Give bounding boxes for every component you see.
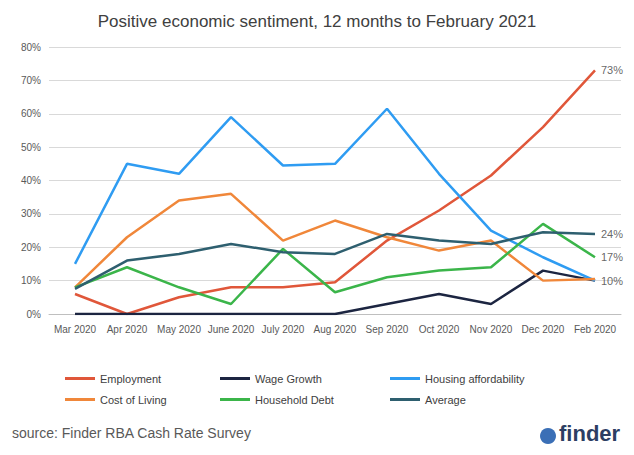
svg-text:17%: 17% [601,251,623,263]
svg-text:Wage Growth: Wage Growth [255,373,322,385]
svg-text:June 2020: June 2020 [208,324,255,335]
svg-text:Housing affordability: Housing affordability [425,373,525,385]
svg-text:73%: 73% [601,64,623,76]
svg-text:source: Finder RBA Cash Rate S: source: Finder RBA Cash Rate Survey [12,425,251,441]
svg-text:May 2020: May 2020 [157,324,201,335]
svg-text:July 2020: July 2020 [262,324,305,335]
svg-text:Dec 2020: Dec 2020 [522,324,565,335]
svg-text:finder: finder [559,421,621,446]
svg-text:Apr 2020: Apr 2020 [107,324,148,335]
svg-text:Household Debt: Household Debt [255,394,334,406]
svg-text:Positive economic sentiment, 1: Positive economic sentiment, 12 months t… [98,12,536,31]
svg-text:30%: 30% [21,208,41,219]
svg-text:Mar 2020: Mar 2020 [54,324,97,335]
svg-text:Sep 2020: Sep 2020 [366,324,409,335]
svg-text:0%: 0% [27,309,42,320]
svg-text:Feb 2020: Feb 2020 [574,324,617,335]
svg-text:Nov 2020: Nov 2020 [470,324,513,335]
svg-text:70%: 70% [21,75,41,86]
svg-text:60%: 60% [21,108,41,119]
svg-text:20%: 20% [21,242,41,253]
svg-text:Average: Average [425,394,466,406]
svg-text:80%: 80% [21,42,41,53]
svg-text:10%: 10% [21,275,41,286]
svg-text:40%: 40% [21,175,41,186]
svg-text:50%: 50% [21,142,41,153]
svg-text:10%: 10% [601,275,623,287]
svg-text:Oct 2020: Oct 2020 [419,324,460,335]
svg-text:Employment: Employment [100,373,161,385]
svg-text:Aug 2020: Aug 2020 [314,324,357,335]
svg-text:24%: 24% [601,228,623,240]
svg-text:Cost of Living: Cost of Living [100,394,167,406]
